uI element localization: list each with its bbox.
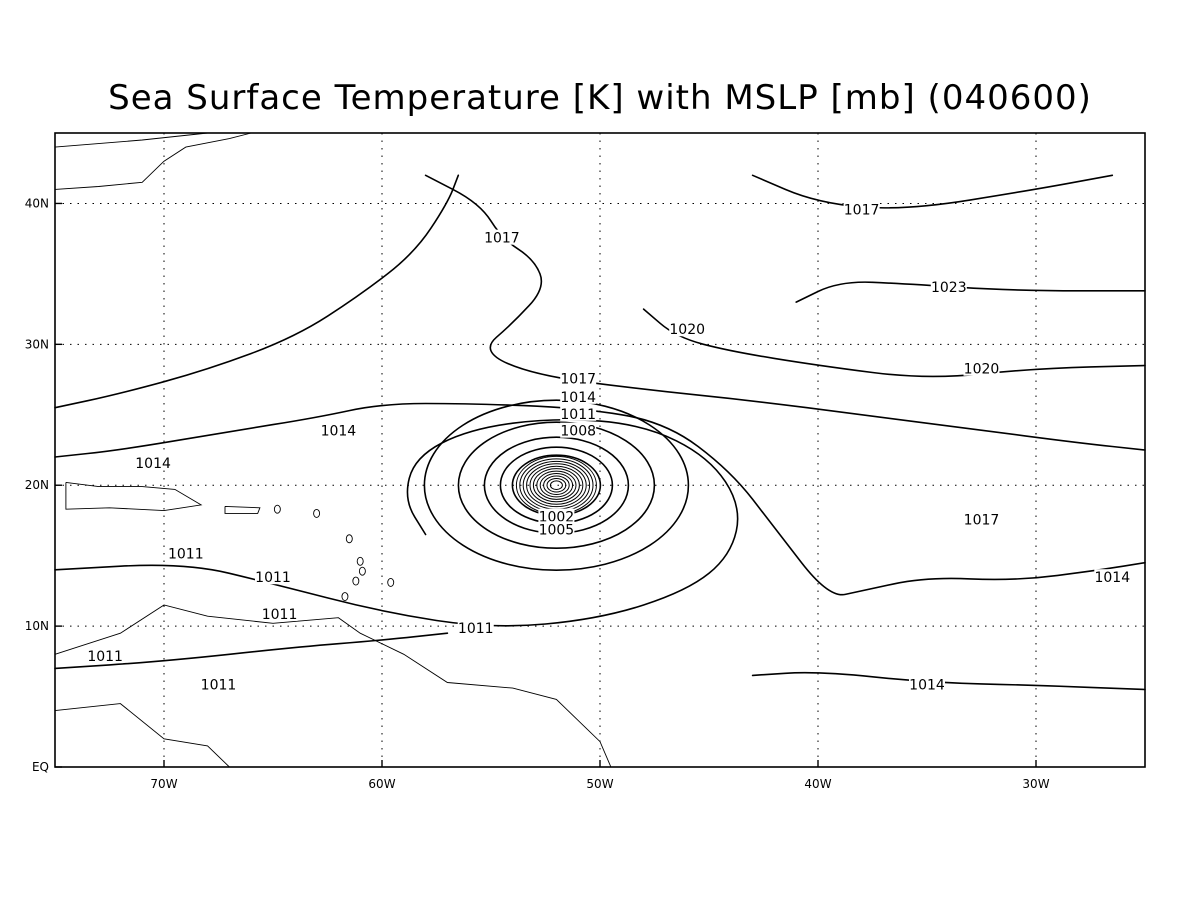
contour-label-bg	[1094, 569, 1131, 585]
y-tick-label: 20N	[25, 478, 49, 492]
coastline	[65, 481, 203, 512]
isobar-1014	[54, 402, 1146, 596]
chart-title: Sea Surface Temperature [K] with MSLP [m…	[108, 78, 1092, 118]
contour-label: 1020	[669, 322, 705, 338]
island	[313, 508, 321, 518]
coastline	[224, 505, 261, 514]
contour-label-bg	[167, 545, 204, 561]
cyclone-core-isobar	[519, 458, 594, 513]
contour-label: 1020	[964, 362, 1000, 378]
contour-label: 1011	[201, 677, 237, 693]
contour-label: 1017	[964, 512, 1000, 528]
isobar-1017	[54, 174, 460, 409]
contour-label-bg	[963, 511, 1000, 527]
contour-label: 1011	[87, 649, 123, 665]
contour-label-bg	[320, 422, 357, 438]
y-tick-label: 10N	[25, 619, 49, 633]
isobar-layer	[54, 174, 1146, 691]
cyclone-isobar	[457, 421, 656, 550]
axis-tick-layer: 70W 60W 50W 40W 30W EQ 10N 20N 30N 40N	[25, 196, 1050, 791]
contour-label-bg	[135, 455, 172, 471]
cyclone-core-isobar	[526, 463, 587, 508]
contour-label-bg	[483, 229, 520, 245]
y-tick-label: 30N	[25, 337, 49, 351]
coastline	[54, 703, 230, 768]
cyclone-core-isobar	[539, 473, 574, 498]
isobar-1020	[642, 308, 1146, 378]
contour-label-bg	[261, 605, 298, 621]
island	[341, 592, 349, 601]
contour-label: 1011	[458, 621, 494, 637]
cyclone-core-isobar	[529, 465, 584, 505]
gridline-layer	[55, 133, 1145, 767]
coastline	[54, 604, 612, 768]
contour-label: 1011	[560, 407, 596, 423]
island	[356, 556, 364, 566]
cyclone-core-isobar	[532, 468, 580, 503]
coastline	[54, 132, 252, 190]
contour-label: 1017	[484, 231, 520, 247]
contour-label-bg	[560, 370, 597, 386]
coastline	[54, 132, 208, 148]
contour-label-bg	[560, 405, 597, 421]
contour-label: 1011	[262, 607, 298, 623]
map-frame	[54, 132, 1146, 768]
contour-label: 1017	[560, 372, 596, 388]
x-tick-label: 50W	[586, 777, 613, 791]
contour-label: 1017	[844, 202, 880, 218]
isobar-1014	[54, 632, 449, 670]
isobar-1014	[751, 671, 1146, 691]
cyclone-core-isobar	[536, 470, 577, 500]
island	[345, 534, 353, 544]
contour-label: 1011	[255, 570, 291, 586]
y-tick-label: 40N	[25, 196, 49, 210]
contour-label-bg	[255, 569, 291, 585]
contour-label-bg	[200, 676, 237, 692]
cyclone-core-isobar	[543, 475, 570, 495]
contour-label-bg	[909, 676, 945, 692]
island	[273, 504, 281, 514]
contour-label-bg	[843, 201, 880, 217]
contour-label: 1014	[135, 456, 171, 472]
island	[358, 566, 366, 576]
x-tick-label: 40W	[804, 777, 831, 791]
contour-label: 1008	[560, 424, 596, 440]
contour-label: 1014	[321, 424, 357, 440]
cyclone-core-isobar	[549, 480, 563, 491]
contour-label-layer: 1017101710231020102010171014101410141011…	[87, 201, 1131, 693]
island	[387, 577, 395, 587]
contour-label-bg	[669, 321, 706, 337]
contour-label: 1014	[1094, 570, 1130, 586]
isobar-1017	[751, 174, 1114, 209]
contour-label: 1011	[168, 546, 204, 562]
cyclone-isobar	[423, 399, 690, 572]
y-tick-label: EQ	[32, 760, 49, 774]
contour-label: 1014	[560, 390, 596, 406]
contour-label-bg	[457, 619, 494, 635]
isobar-1017	[424, 174, 1146, 451]
island	[352, 576, 360, 586]
contour-label: 1005	[539, 522, 575, 538]
contour-label-bg	[538, 508, 575, 524]
contour-label-bg	[930, 278, 967, 294]
contour-label-bg	[560, 388, 597, 404]
x-tick-label: 70W	[150, 777, 177, 791]
contour-label-bg	[963, 360, 1000, 376]
coastline-layer	[54, 132, 612, 768]
contour-label-bg	[538, 521, 575, 537]
contour-label: 1014	[909, 677, 945, 693]
contour-label: 1023	[931, 280, 967, 296]
contour-label-bg	[87, 648, 124, 664]
isobar-1023	[795, 281, 1146, 303]
contour-label-bg	[560, 422, 597, 438]
x-tick-label: 60W	[368, 777, 395, 791]
x-tick-label: 30W	[1022, 777, 1049, 791]
cyclone-core-isobar	[546, 477, 567, 493]
